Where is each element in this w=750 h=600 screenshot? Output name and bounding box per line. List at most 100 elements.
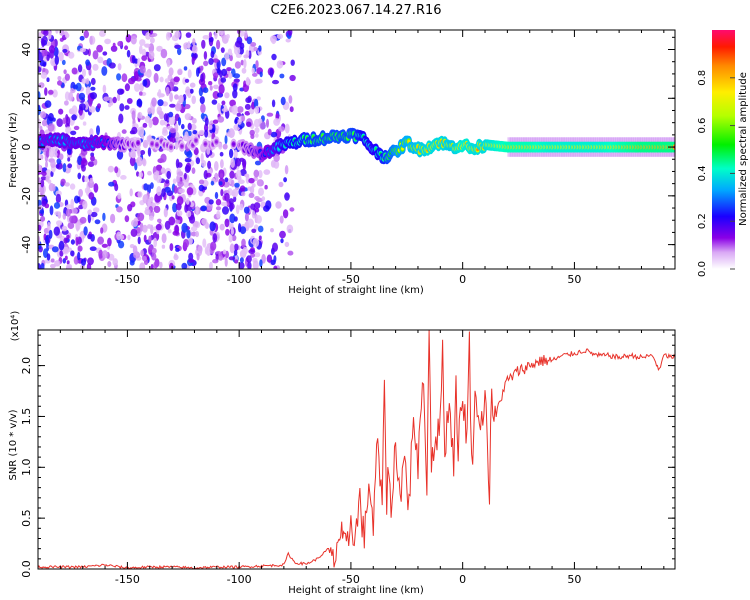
noise-speckle (239, 203, 244, 211)
noise-speckle (280, 238, 284, 244)
noise-speckle (117, 88, 124, 95)
noise-speckle (190, 226, 198, 232)
noise-speckle (283, 177, 287, 183)
noise-speckle (214, 31, 218, 40)
noise-speckle (219, 223, 225, 231)
noise-speckle (203, 87, 209, 94)
y-tick-label: -40 (20, 236, 33, 254)
noise-speckle (232, 89, 238, 99)
noise-speckle (54, 260, 61, 267)
noise-speckle (224, 92, 230, 99)
noise-speckle (247, 186, 253, 191)
noise-speckle (40, 215, 46, 222)
noise-speckle (148, 244, 154, 250)
noise-speckle (276, 33, 284, 40)
noise-speckle (224, 218, 230, 228)
noise-speckle (198, 87, 203, 97)
noise-speckle (233, 73, 241, 79)
noise-speckle (202, 238, 207, 248)
noise-speckle (253, 224, 259, 231)
noise-speckle (87, 233, 92, 240)
noise-speckle (229, 99, 236, 107)
noise-speckle (157, 218, 162, 223)
noise-speckle (137, 111, 143, 119)
noise-speckle (209, 261, 213, 270)
figure-title: C2E6.2023.067.14.27.R16 (270, 3, 441, 18)
noise-speckle (140, 249, 145, 257)
noise-speckle (229, 170, 235, 179)
noise-speckle (50, 160, 56, 169)
noise-speckle (62, 48, 68, 53)
noise-speckle (257, 225, 264, 233)
noise-speckle (147, 147, 152, 157)
noise-speckle (108, 62, 116, 69)
colorbar-tick-label: 0.2 (697, 213, 708, 229)
noise-speckle (64, 255, 68, 261)
noise-speckle (221, 68, 228, 77)
noise-speckle (176, 196, 184, 206)
ridge-core (194, 138, 198, 142)
noise-speckle (51, 246, 59, 253)
noise-speckle (59, 250, 64, 257)
noise-speckle (138, 171, 144, 178)
noise-speckle (177, 47, 182, 56)
noise-speckle (266, 112, 274, 117)
noise-speckle (270, 228, 274, 233)
noise-speckle (60, 178, 66, 186)
noise-speckle (159, 261, 163, 269)
noise-speckle (273, 118, 280, 126)
noise-speckle (97, 56, 104, 64)
noise-speckle (199, 96, 205, 105)
noise-speckle (214, 191, 219, 200)
noise-speckle (248, 249, 256, 254)
noise-speckle (186, 187, 194, 196)
noise-speckle (96, 125, 100, 136)
noise-speckle (195, 231, 199, 238)
noise-speckle (82, 69, 86, 77)
x-tick-label: -150 (115, 273, 140, 286)
noise-speckle (102, 212, 106, 222)
y-tick-label: 0.0 (20, 560, 33, 578)
noise-speckle (43, 29, 49, 37)
noise-speckle (276, 60, 284, 69)
x-tick-label: -100 (227, 273, 252, 286)
noise-speckle (228, 72, 233, 79)
noise-speckle (161, 233, 167, 244)
noise-speckle (65, 204, 73, 209)
noise-speckle (137, 236, 141, 245)
noise-speckle (129, 188, 133, 197)
colorbar-gradient (712, 30, 735, 269)
noise-speckle (184, 158, 192, 163)
noise-speckle (247, 261, 252, 270)
noise-speckle (129, 260, 135, 266)
noise-speckle (134, 162, 138, 171)
noise-speckle (175, 219, 181, 224)
noise-speckle (166, 59, 171, 68)
noise-speckle (104, 38, 111, 45)
noise-speckle (87, 209, 93, 215)
noise-speckle (233, 195, 237, 203)
noise-speckle (140, 150, 146, 155)
noise-speckle (235, 157, 242, 167)
noise-speckle (211, 99, 218, 105)
noise-speckle (85, 78, 90, 85)
noise-speckle (284, 123, 290, 134)
noise-speckle (48, 183, 55, 192)
noise-speckle (224, 192, 230, 202)
noise-speckle (229, 243, 235, 254)
noise-speckle (87, 161, 95, 168)
noise-speckle (267, 128, 272, 136)
y-tick-label: 20 (20, 91, 33, 105)
noise-speckle (96, 44, 103, 53)
noise-speckle (160, 153, 167, 163)
noise-speckle (182, 77, 187, 85)
snr-y-label: SNR (10 * v/v) (8, 409, 19, 480)
noise-speckle (204, 117, 209, 126)
noise-speckle (81, 78, 87, 84)
noise-speckle (266, 254, 273, 263)
noise-speckle (210, 241, 217, 251)
noise-speckle (212, 58, 219, 63)
noise-speckle (239, 257, 244, 263)
noise-speckle (212, 91, 220, 99)
noise-speckle (131, 110, 136, 121)
